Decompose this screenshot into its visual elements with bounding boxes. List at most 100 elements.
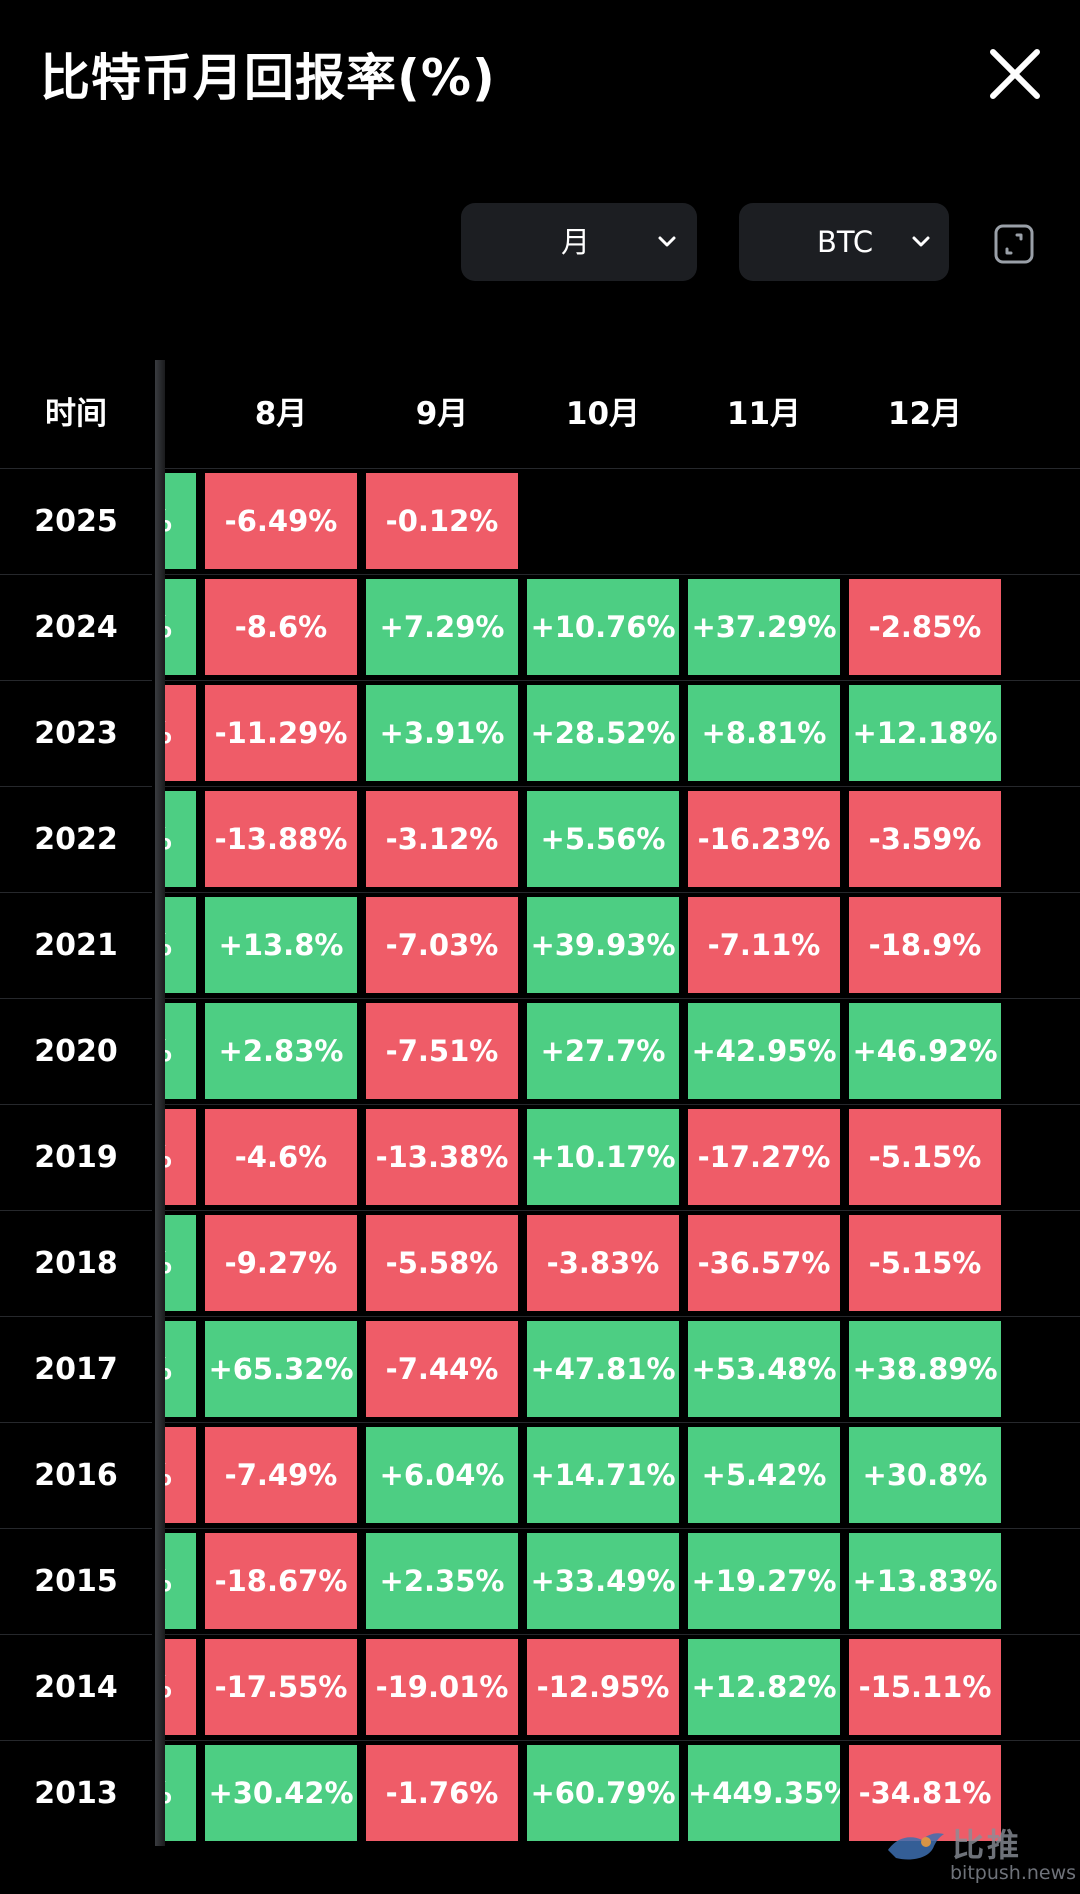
year-cell: 2015 bbox=[0, 1528, 152, 1634]
return-cell[interactable]: -4.6% bbox=[205, 1109, 357, 1205]
return-cell[interactable]: +30.8% bbox=[849, 1427, 1001, 1523]
year-cell: 2016 bbox=[0, 1422, 152, 1528]
return-cell[interactable]: +3.91% bbox=[366, 685, 518, 781]
return-cell[interactable]: -18.67% bbox=[205, 1533, 357, 1629]
return-cell[interactable]: +13.83% bbox=[849, 1533, 1001, 1629]
return-cell[interactable]: .59% bbox=[165, 1109, 196, 1205]
row-separator bbox=[165, 786, 1080, 787]
return-cell[interactable]: -9.27% bbox=[205, 1215, 357, 1311]
return-cell[interactable]: 6.8% bbox=[165, 791, 196, 887]
year-cell: 2021 bbox=[0, 892, 152, 998]
return-cell[interactable]: +12.82% bbox=[688, 1639, 840, 1735]
period-select[interactable]: 月 bbox=[461, 203, 697, 281]
return-cell[interactable]: -8.6% bbox=[205, 579, 357, 675]
return-cell[interactable]: 2.95% bbox=[165, 579, 196, 675]
return-cell[interactable]: -3.59% bbox=[849, 791, 1001, 887]
return-cell[interactable]: -17.55% bbox=[205, 1639, 357, 1735]
return-cell[interactable]: -19.01% bbox=[366, 1639, 518, 1735]
return-cell[interactable]: -5.15% bbox=[849, 1109, 1001, 1205]
return-cell[interactable]: -16.23% bbox=[688, 791, 840, 887]
returns-grid[interactable]: 7月 8月 9月 10月 11月 12月 3.13% -6.49%-0.12% 2.95% -8.… bbox=[165, 360, 1080, 1846]
fullscreen-button[interactable] bbox=[993, 223, 1035, 265]
return-cell[interactable]: -18.9% bbox=[849, 897, 1001, 993]
return-cell[interactable]: +53.48% bbox=[688, 1321, 840, 1417]
return-cell[interactable]: -5.15% bbox=[849, 1215, 1001, 1311]
return-cell[interactable]: +5.42% bbox=[688, 1427, 840, 1523]
return-cell[interactable]: -1.76% bbox=[366, 1745, 518, 1841]
return-cell[interactable]: +7.29% bbox=[366, 579, 518, 675]
return-cell[interactable]: 0.96% bbox=[165, 1215, 196, 1311]
return-cell[interactable]: .67% bbox=[165, 1427, 196, 1523]
return-cell[interactable]: +30.42% bbox=[205, 1745, 357, 1841]
return-cell[interactable]: +13.8% bbox=[205, 897, 357, 993]
return-cell[interactable]: -17.27% bbox=[688, 1109, 840, 1205]
return-cell[interactable]: -7.44% bbox=[366, 1321, 518, 1417]
return-cell[interactable]: +12.18% bbox=[849, 685, 1001, 781]
return-cell[interactable]: -5.58% bbox=[366, 1215, 518, 1311]
return-cell[interactable]: +5.56% bbox=[527, 791, 679, 887]
return-cell[interactable]: +46.92% bbox=[849, 1003, 1001, 1099]
return-cell[interactable]: 3.19% bbox=[165, 897, 196, 993]
return-cell[interactable]: -7.49% bbox=[205, 1427, 357, 1523]
return-cell[interactable]: -7.03% bbox=[366, 897, 518, 993]
return-cell[interactable]: +19.27% bbox=[688, 1533, 840, 1629]
page-title: 比特币月回报率(%) bbox=[40, 49, 496, 107]
month-header: 8月 bbox=[254, 396, 308, 432]
return-cell[interactable]: +37.29% bbox=[688, 579, 840, 675]
return-cell[interactable]: 3.2% bbox=[165, 1533, 196, 1629]
return-cell[interactable]: -7.51% bbox=[366, 1003, 518, 1099]
year-cell: 2023 bbox=[0, 680, 152, 786]
return-cell[interactable]: +8.81% bbox=[688, 685, 840, 781]
return-cell[interactable]: +14.71% bbox=[527, 1427, 679, 1523]
return-cell[interactable]: +42.95% bbox=[688, 1003, 840, 1099]
return-cell[interactable]: -34.81% bbox=[849, 1745, 1001, 1841]
return-cell[interactable]: -12.95% bbox=[527, 1639, 679, 1735]
return-cell[interactable]: 4.03% bbox=[165, 1003, 196, 1099]
return-cell[interactable]: -3.83% bbox=[527, 1215, 679, 1311]
return-cell[interactable]: +2.35% bbox=[366, 1533, 518, 1629]
row-separator bbox=[165, 1634, 1080, 1635]
bird-logo-icon bbox=[888, 1833, 944, 1860]
watermark-name: 比推 bbox=[952, 1826, 1023, 1864]
return-cell[interactable]: -36.57% bbox=[688, 1215, 840, 1311]
return-cell[interactable]: .02% bbox=[165, 685, 196, 781]
return-cell[interactable]: -2.85% bbox=[849, 579, 1001, 675]
asset-select[interactable]: BTC bbox=[739, 203, 949, 281]
return-cell[interactable]: 7.92% bbox=[165, 1321, 196, 1417]
return-cell[interactable]: +65.32% bbox=[205, 1321, 357, 1417]
return-cell[interactable]: +2.83% bbox=[205, 1003, 357, 1099]
return-cell[interactable]: -3.12% bbox=[366, 791, 518, 887]
return-cell[interactable]: +33.49% bbox=[527, 1533, 679, 1629]
return-cell[interactable]: +39.93% bbox=[527, 897, 679, 993]
return-cell[interactable]: +38.89% bbox=[849, 1321, 1001, 1417]
row-separator bbox=[165, 1422, 1080, 1423]
return-cell[interactable]: -0.12% bbox=[366, 473, 518, 569]
return-cell[interactable]: 9.6% bbox=[165, 1745, 196, 1841]
year-cell: 2019 bbox=[0, 1104, 152, 1210]
return-cell[interactable]: +28.52% bbox=[527, 685, 679, 781]
return-cell[interactable]: .69% bbox=[165, 1639, 196, 1735]
return-cell[interactable]: +27.7% bbox=[527, 1003, 679, 1099]
close-icon bbox=[990, 49, 1040, 99]
return-cell[interactable]: +47.81% bbox=[527, 1321, 679, 1417]
asset-select-value: BTC bbox=[817, 225, 874, 259]
close-button[interactable] bbox=[985, 44, 1045, 104]
return-cell[interactable]: +6.04% bbox=[366, 1427, 518, 1523]
watermark-logo: 比推 bitpush.news bbox=[880, 1820, 1076, 1890]
return-cell[interactable]: -7.11% bbox=[688, 897, 840, 993]
return-cell[interactable]: +10.76% bbox=[527, 579, 679, 675]
row-separator bbox=[165, 998, 1080, 999]
return-cell[interactable]: 3.13% bbox=[165, 473, 196, 569]
return-cell[interactable]: +60.79% bbox=[527, 1745, 679, 1841]
return-cell[interactable]: -13.88% bbox=[205, 791, 357, 887]
row-separator bbox=[165, 468, 1080, 469]
return-cell[interactable]: -15.11% bbox=[849, 1639, 1001, 1735]
year-cell: 2014 bbox=[0, 1634, 152, 1740]
return-cell[interactable]: -6.49% bbox=[205, 473, 357, 569]
return-cell[interactable]: +449.35% bbox=[688, 1745, 840, 1841]
chevron-down-icon bbox=[909, 230, 933, 254]
return-cell[interactable]: -13.38% bbox=[366, 1109, 518, 1205]
row-separator bbox=[165, 1104, 1080, 1105]
return-cell[interactable]: +10.17% bbox=[527, 1109, 679, 1205]
return-cell[interactable]: -11.29% bbox=[205, 685, 357, 781]
